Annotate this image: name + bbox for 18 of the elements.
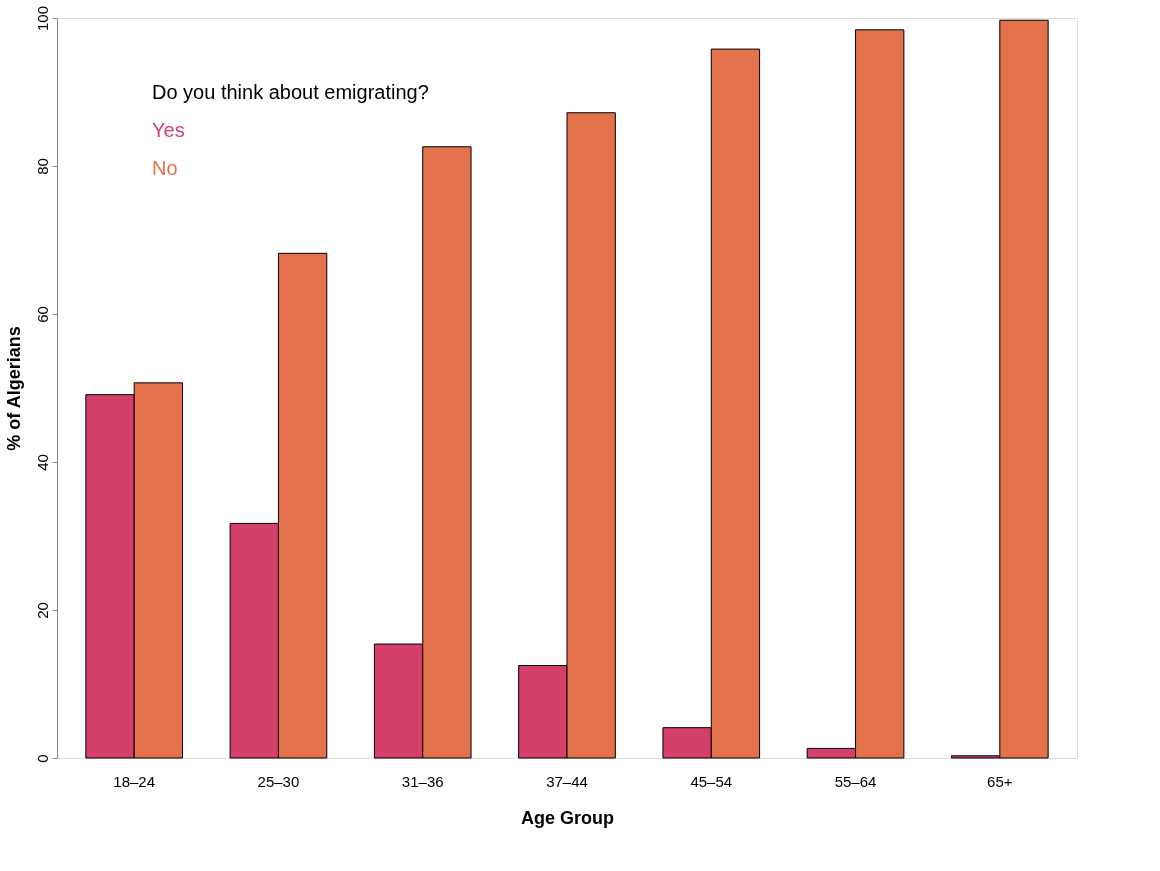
y-tick-label: 0 — [33, 754, 51, 763]
y-tick-label: 100 — [33, 5, 51, 32]
x-tick-label: 18–24 — [113, 772, 156, 790]
y-tick-label: 60 — [33, 306, 51, 323]
text: Yes — [152, 119, 185, 141]
x-tick-label: 31–36 — [401, 772, 444, 790]
x-tick-label: 45–54 — [690, 772, 733, 790]
x-axis-title: Age Group — [521, 807, 614, 828]
text: No — [152, 157, 178, 179]
x-tick-label: 55–64 — [834, 772, 877, 790]
x-tick-label: 37–44 — [546, 772, 588, 790]
y-tick-label: 20 — [33, 602, 51, 619]
legend-title: Do you think about emigrating? — [152, 81, 429, 103]
x-tick-label: 65+ — [987, 772, 1013, 790]
y-tick-label: 40 — [33, 454, 51, 471]
y-axis-title: % of Algerians — [3, 326, 24, 451]
x-tick-label: 25–30 — [257, 772, 300, 790]
y-tick-label: 80 — [33, 158, 51, 175]
